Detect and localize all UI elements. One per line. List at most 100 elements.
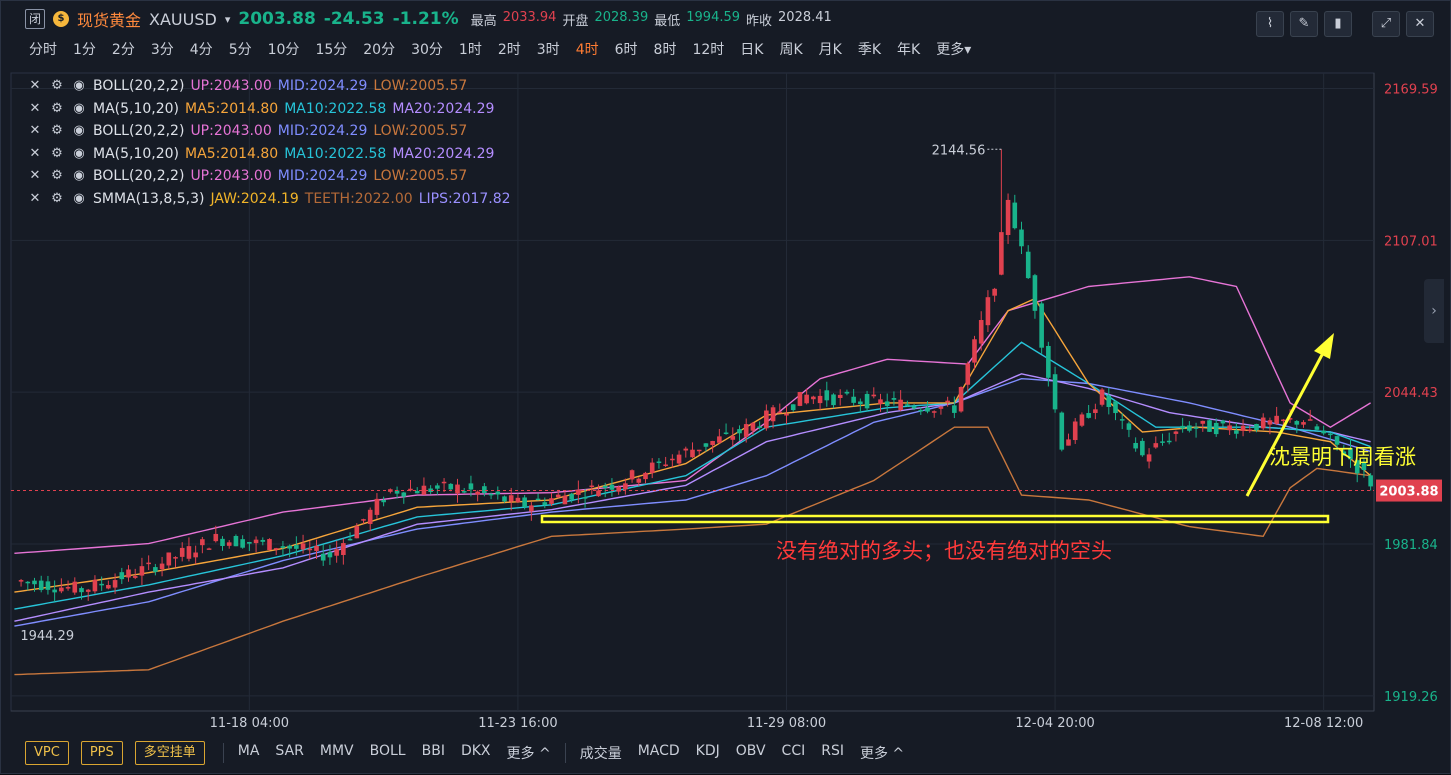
candle-body	[1066, 439, 1071, 446]
chart-toolbar: ⌇ ✎ ▮ ⤢ ✕	[1256, 11, 1434, 37]
period-tab[interactable]: 2时	[497, 42, 521, 58]
min-price-label: 1944.29	[20, 629, 74, 644]
close-icon[interactable]: ✕	[29, 100, 41, 116]
candle-type-icon[interactable]: ▮	[1324, 11, 1352, 37]
visibility-icon[interactable]: ◉	[73, 168, 85, 184]
candle-body	[958, 386, 964, 412]
close-market-button[interactable]: 闭	[25, 9, 45, 29]
period-selector: 分时 1分 2分 3分 4分 5分 10分 15分 20分 30分 1时 2时 3时 4时 6时 8时 12时日…	[21, 39, 979, 61]
period-tab[interactable]: 3分	[150, 42, 174, 58]
period-tab[interactable]: 6时	[614, 42, 638, 58]
stat-label: 最低	[654, 13, 681, 29]
candle-body	[253, 539, 259, 544]
indicator-name[interactable]: BOLL(20,2,2)	[93, 168, 185, 185]
chevron-down-icon[interactable]: ▾	[224, 12, 231, 26]
settings-icon[interactable]: ⚙	[51, 190, 63, 206]
main-indicator-tab[interactable]: DKX	[460, 743, 491, 759]
close-icon[interactable]: ✕	[29, 168, 41, 184]
sub-indicator-tab[interactable]: CCI	[781, 743, 806, 759]
candle-body	[85, 589, 91, 592]
main-indicator-tab[interactable]: 更多 ^	[506, 746, 551, 762]
indicator-name[interactable]: MA(5,10,20)	[93, 145, 180, 162]
sub-indicator-tab[interactable]: KDJ	[695, 743, 720, 759]
settings-icon[interactable]: ⚙	[51, 100, 63, 116]
candle-body	[1166, 440, 1172, 443]
candle-body	[414, 490, 420, 494]
candle-body	[119, 572, 125, 580]
period-tab[interactable]: 日K	[740, 42, 764, 58]
settings-icon[interactable]: ⚙	[51, 145, 63, 161]
period-tab[interactable]: 12时	[692, 42, 725, 58]
side-panel-toggle[interactable]: ›	[1424, 279, 1444, 343]
visibility-icon[interactable]: ◉	[73, 123, 85, 139]
indicator-name[interactable]: SMMA(13,8,5,3)	[93, 190, 205, 207]
period-tab[interactable]: 月K	[818, 42, 842, 58]
main-indicator-tab[interactable]: BOLL	[369, 743, 406, 759]
close-icon[interactable]: ✕	[29, 123, 41, 139]
candle-body	[972, 339, 977, 363]
visibility-icon[interactable]: ◉	[73, 78, 85, 93]
period-tab[interactable]: 更多▾	[936, 42, 972, 58]
period-tab[interactable]: 4时	[575, 42, 599, 58]
candle-body	[743, 424, 749, 437]
candle-body	[616, 486, 621, 492]
close-icon[interactable]: ✕	[29, 190, 41, 206]
period-tab[interactable]: 2分	[111, 42, 135, 58]
candle-body	[341, 543, 346, 555]
settings-icon[interactable]: ⚙	[51, 78, 63, 93]
sub-indicator-tab[interactable]: MACD	[637, 743, 680, 759]
candle-body	[878, 399, 883, 404]
sub-indicator-tab[interactable]: OBV	[735, 743, 766, 759]
main-indicator-tab[interactable]: MMV	[319, 743, 354, 759]
arrow-head-icon	[1314, 333, 1334, 359]
main-indicator-tab[interactable]: MA	[237, 743, 260, 759]
y-tick-label: 2107.01	[1384, 234, 1438, 249]
close-icon[interactable]: ✕	[1406, 11, 1434, 37]
period-tab[interactable]: 20分	[363, 42, 396, 58]
instrument-name[interactable]: 现货黄金	[77, 11, 142, 30]
visibility-icon[interactable]: ◉	[73, 145, 85, 161]
main-indicator-tab[interactable]: BBI	[421, 743, 445, 759]
period-tab[interactable]: 年K	[897, 42, 921, 58]
line-chart-icon[interactable]: ⌇	[1256, 11, 1284, 37]
instrument-symbol[interactable]: XAUUSD	[149, 9, 217, 29]
sub-indicator-tab[interactable]: 成交量	[579, 746, 622, 762]
period-tab[interactable]: 4分	[189, 42, 213, 58]
settings-icon[interactable]: ⚙	[51, 168, 63, 184]
overlay-toggle-button[interactable]: 多空挂单	[134, 741, 205, 765]
period-tab[interactable]: 15分	[315, 42, 348, 58]
indicator-name[interactable]: BOLL(20,2,2)	[93, 123, 185, 140]
overlay-toggle-button[interactable]: PPS	[80, 741, 123, 765]
visibility-icon[interactable]: ◉	[73, 190, 85, 206]
period-tab[interactable]: 周K	[779, 42, 803, 58]
close-icon[interactable]: ✕	[29, 78, 41, 93]
candle-body	[1200, 420, 1206, 424]
period-tab[interactable]: 10分	[267, 42, 300, 58]
fullscreen-icon[interactable]: ⤢	[1372, 11, 1400, 37]
period-tab[interactable]: 8时	[653, 42, 677, 58]
period-tab[interactable]: 1分	[73, 42, 96, 58]
draw-pen-icon[interactable]: ✎	[1290, 11, 1318, 37]
stat-label: 昨收	[746, 13, 773, 29]
indicator-name[interactable]: MA(5,10,20)	[93, 100, 180, 117]
candle-body	[233, 535, 239, 547]
overlay-toggle-button[interactable]: VPC	[25, 741, 69, 765]
period-tab[interactable]: 季K	[857, 42, 882, 58]
sub-indicator-tab[interactable]: RSI	[821, 743, 844, 759]
period-tab[interactable]: 1时	[458, 42, 482, 58]
indicator-name[interactable]: BOLL(20,2,2)	[93, 78, 185, 94]
candle-body	[421, 485, 427, 495]
settings-icon[interactable]: ⚙	[51, 123, 63, 139]
candle-body	[25, 581, 31, 584]
candle-body	[1093, 409, 1098, 413]
sub-indicator-tab[interactable]: 更多 ^	[859, 746, 905, 762]
period-tab[interactable]: 30分	[411, 42, 443, 58]
visibility-icon[interactable]: ◉	[73, 100, 85, 116]
main-indicator-tab[interactable]: SAR	[275, 743, 304, 759]
period-tab[interactable]: 3时	[536, 42, 560, 58]
period-tab[interactable]: 分时	[29, 42, 57, 58]
close-icon[interactable]: ✕	[29, 145, 41, 161]
candle-body	[334, 549, 339, 556]
period-tab[interactable]: 5分	[228, 42, 252, 58]
